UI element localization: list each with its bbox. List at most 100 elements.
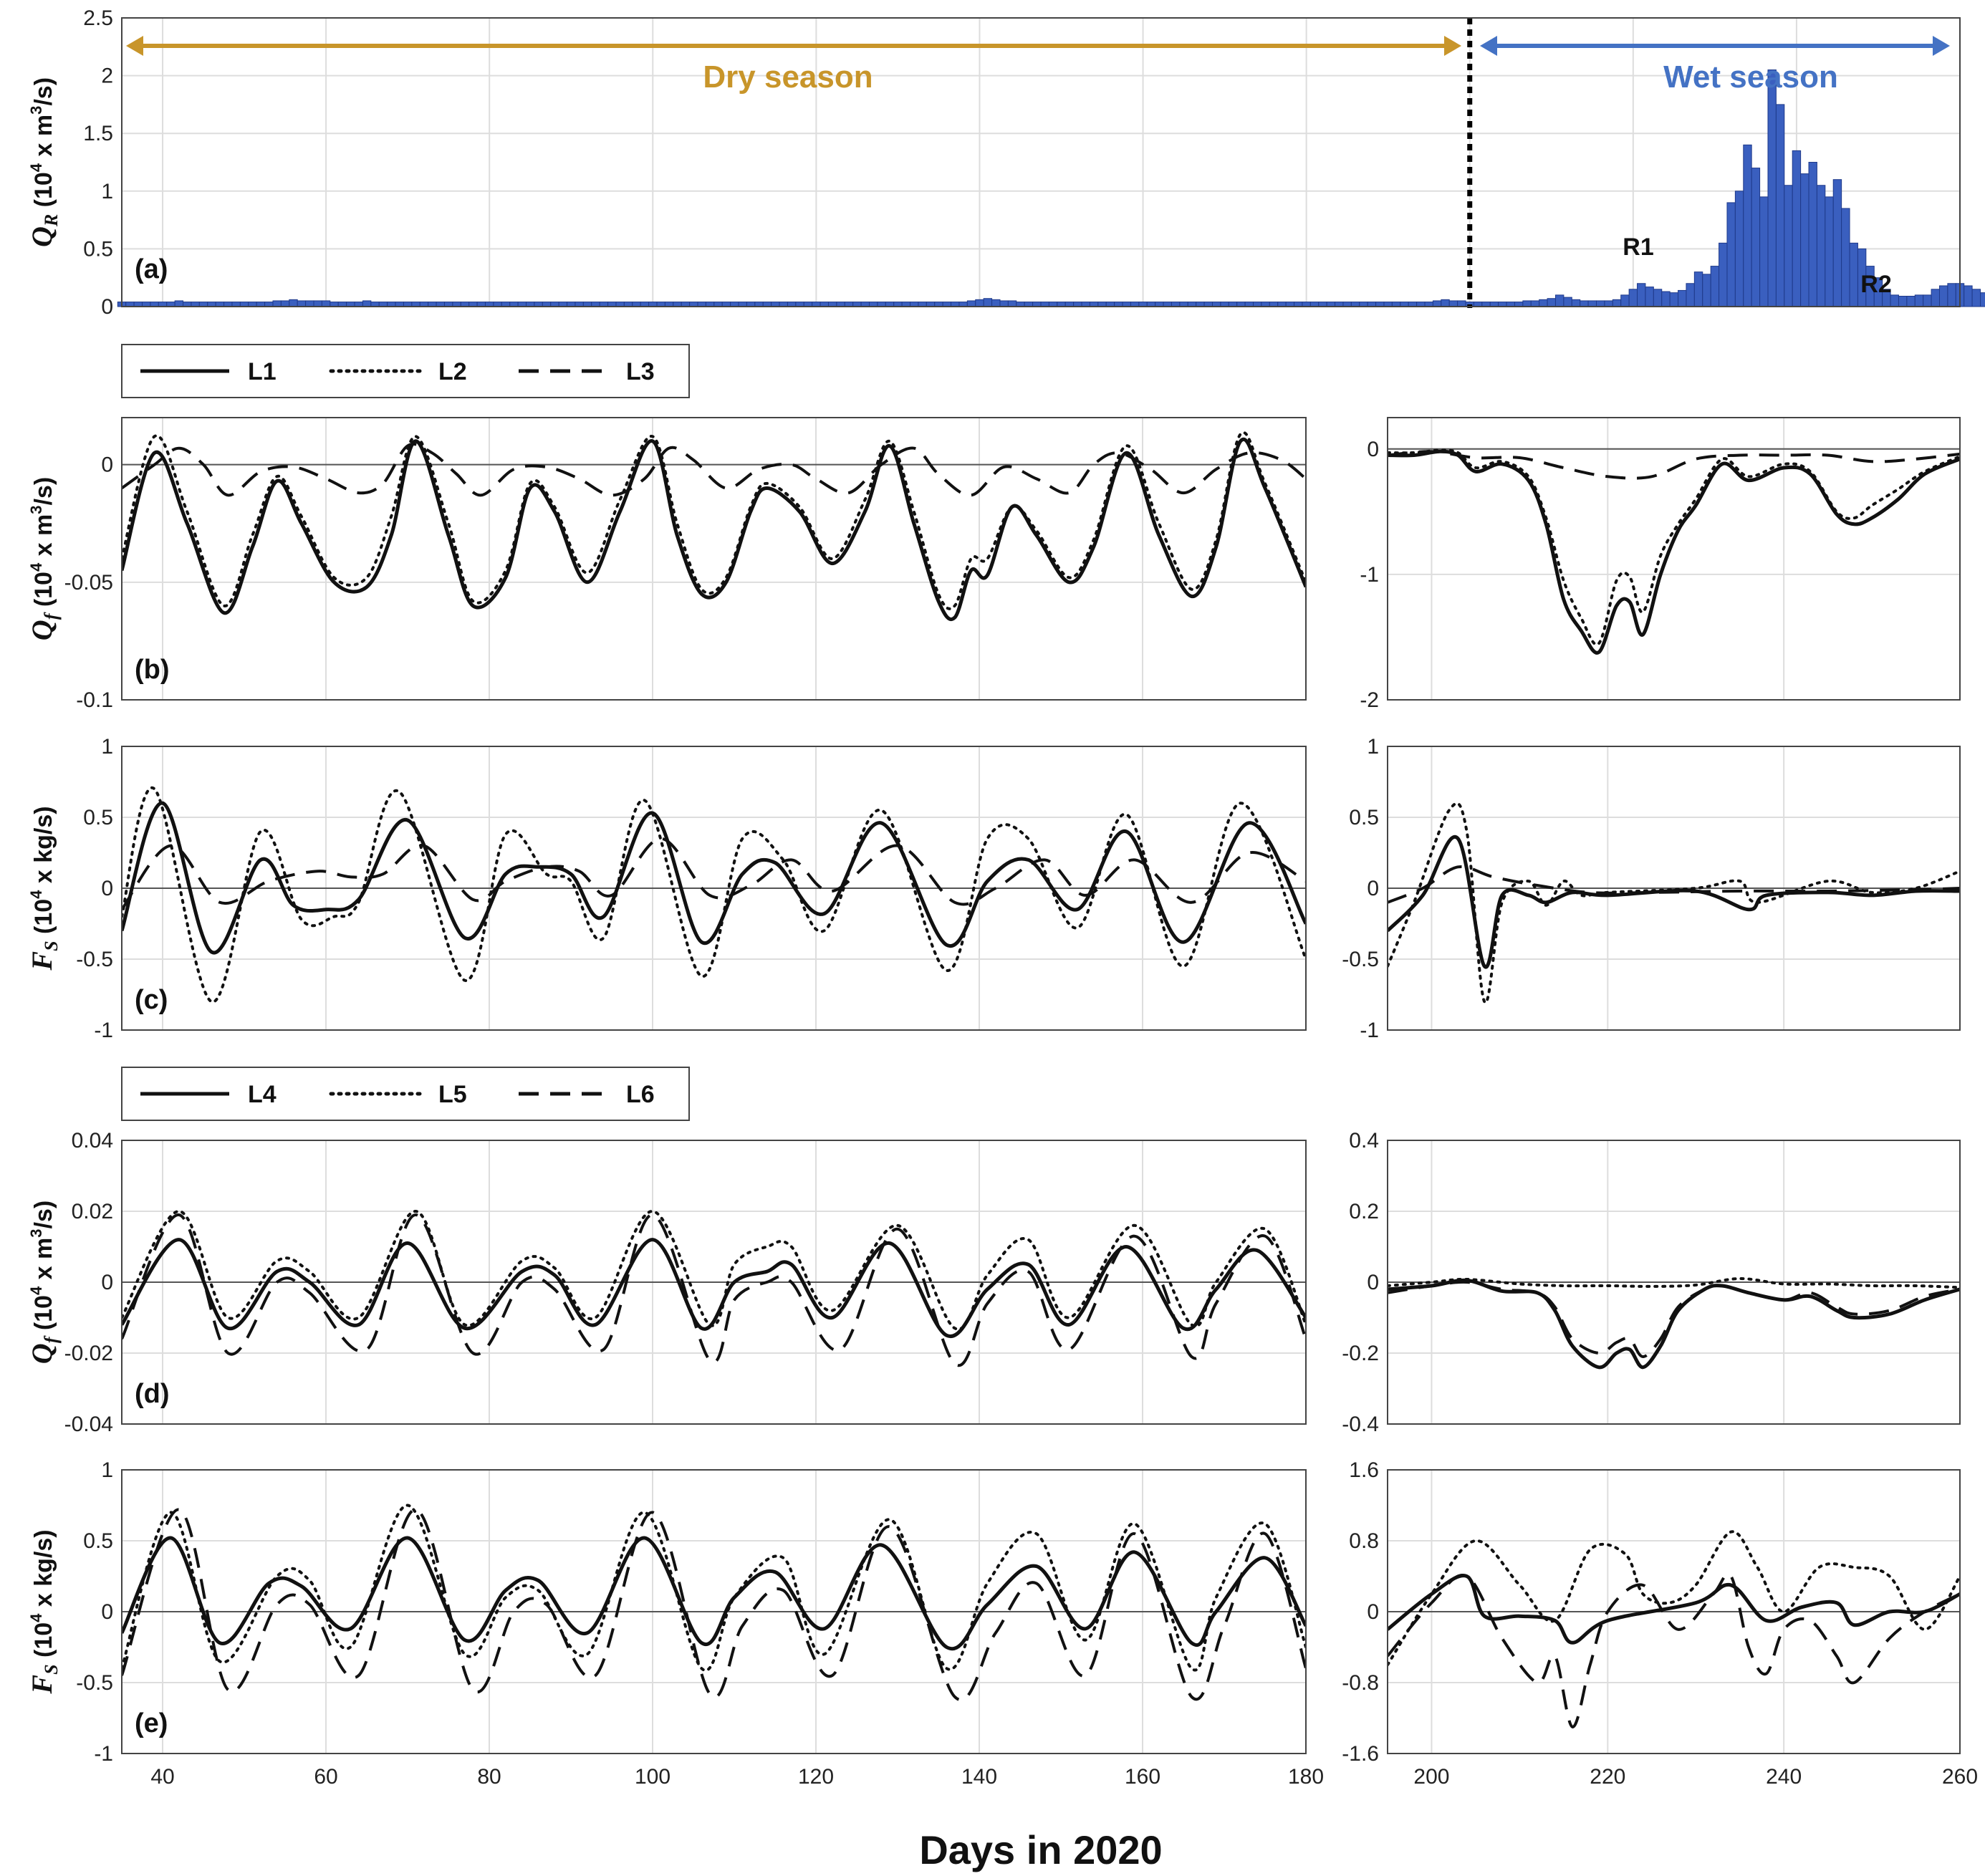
dry-season-arrow-head-left <box>126 36 143 56</box>
legBot-entry-L6: L6 <box>626 1081 655 1108</box>
bar-day-240 <box>1792 150 1802 307</box>
bar-day-229 <box>1702 274 1711 307</box>
bar-day-259 <box>1947 283 1956 307</box>
panel-d-right-ytick-label: -0.4 <box>1342 1413 1379 1436</box>
panel-b-right-frame <box>1387 417 1961 701</box>
bar-day-224 <box>1661 291 1671 307</box>
panel-a-ytick-label: 0.5 <box>83 237 113 261</box>
bar-day-261 <box>1964 285 1973 307</box>
wet-season-arrow-head-right <box>1933 36 1950 56</box>
y-label-e: FS (104 x kg/s) <box>26 1529 62 1694</box>
panel-b-right-grid <box>1388 418 1961 701</box>
bar-day-198 <box>1448 300 1458 307</box>
panel-e-left-ytick-label: -0.5 <box>76 1671 113 1695</box>
bar-day-227 <box>1686 283 1695 307</box>
bar-day-241 <box>1800 173 1809 307</box>
bar-day-220 <box>1628 289 1638 307</box>
panel-d-left-ytick-label: -0.04 <box>64 1413 113 1436</box>
panel-e-left-xtick-label: 80 <box>477 1765 501 1789</box>
panel-c-right-series-L2 <box>1388 802 1960 1004</box>
bar-day-225 <box>1669 292 1679 307</box>
panel-label-e: (e) <box>135 1708 168 1738</box>
panel-e-left-ytick-label: 0.5 <box>83 1529 113 1553</box>
bar-day-231 <box>1719 242 1728 307</box>
panel-e-left-ytick-label: 1 <box>101 1458 113 1482</box>
bar-day-239 <box>1784 185 1793 307</box>
bar-day-143 <box>999 300 1009 307</box>
bar-day-142 <box>991 299 1001 307</box>
bar-day-257 <box>1931 289 1940 307</box>
panel-e-left-ytick-label: 0 <box>101 1600 113 1624</box>
bar-day-247 <box>1849 242 1858 307</box>
bar-day-256 <box>1923 294 1932 307</box>
annotations: Dry season Wet season R1 R2 <box>126 36 1950 298</box>
panel-e-right-series-L4 <box>1388 1574 1960 1645</box>
panel-d-right-series-L6 <box>1388 1280 1960 1359</box>
panel-b-left: -0.1 -0.05 0 <box>64 417 1307 712</box>
panel-c-left-ytick-label: 1 <box>101 735 113 759</box>
panel-e-left-xtick-label: 160 <box>1125 1765 1160 1789</box>
panel-e-left-series-L6 <box>122 1508 1306 1701</box>
bar-day-199 <box>1457 300 1466 307</box>
panel-c-left-ytick-label: 0.5 <box>83 806 113 829</box>
panel-e-right-frame <box>1387 1469 1961 1754</box>
panel-d-right-series-L5 <box>1388 1276 1960 1289</box>
panel-d-right-frame <box>1387 1140 1961 1425</box>
bar-day-263 <box>1980 292 1985 307</box>
bar-day-215 <box>1587 300 1597 307</box>
legTop-entry-L3: L3 <box>626 358 655 385</box>
panel-d-left-series-L4 <box>122 1238 1306 1339</box>
panel-c-right-ytick-label: -1 <box>1360 1019 1379 1042</box>
panel-c-right-ytick-label: 0 <box>1367 877 1379 900</box>
panel-b-left-series-L3 <box>122 443 1306 497</box>
bar-day-217 <box>1604 300 1613 307</box>
bar-day-222 <box>1645 287 1654 307</box>
bar-day-234 <box>1743 144 1752 307</box>
bar-day-223 <box>1653 289 1663 307</box>
panel-d-left-series-L6 <box>122 1213 1306 1367</box>
panel-d-left-ytick-label: -0.02 <box>64 1342 113 1365</box>
panel-d-left-frame <box>121 1140 1307 1425</box>
panel-e-left-series-L4 <box>122 1536 1306 1651</box>
bar-day-253 <box>1898 295 1908 307</box>
bar-day-226 <box>1678 289 1687 307</box>
panel-e-right-ytick-label: 0.8 <box>1349 1529 1379 1553</box>
panel-c-right: -1 -0.5 0 0.5 1 <box>1342 735 1961 1042</box>
panel-c-right-ytick-label: 1 <box>1367 735 1379 759</box>
panel-b-left-series-L1 <box>122 438 1306 622</box>
bar-day-141 <box>983 298 993 307</box>
panel-e-left-xtick-label: 140 <box>961 1765 997 1789</box>
r2-label: R2 <box>1860 271 1891 298</box>
legTop-entry-L1: L1 <box>248 358 277 385</box>
bar-day-235 <box>1751 168 1761 307</box>
panel-b-right-ytick-label: 0 <box>1367 438 1379 461</box>
panel-e-right-ytick-label: 0 <box>1367 1600 1379 1624</box>
bar-day-258 <box>1938 285 1948 307</box>
panel-e-right-ytick-label: -0.8 <box>1342 1671 1379 1695</box>
bar-day-255 <box>1914 294 1924 307</box>
legend-bottom: L4 L5 L6 <box>121 1067 690 1121</box>
bar-day-196 <box>1432 300 1442 307</box>
panel-c-left-ytick-label: -1 <box>94 1019 113 1042</box>
bar-day-233 <box>1734 191 1744 307</box>
panel-a-frame <box>121 17 1961 307</box>
bar-day-252 <box>1890 294 1899 307</box>
wet-season-arrow-head-left <box>1480 36 1497 56</box>
panel-c-right-series-L3 <box>1388 865 1960 904</box>
bar-day-208 <box>1530 300 1540 307</box>
bar-day-197 <box>1441 299 1450 307</box>
bar-day-212 <box>1563 297 1572 307</box>
panel-b-right: -2 -1 0 <box>1360 417 1961 712</box>
panel-c-left-series-L2 <box>122 786 1306 1004</box>
panel-d-right-ytick-label: -0.2 <box>1342 1342 1379 1365</box>
panel-c-left-frame <box>121 746 1307 1031</box>
panel-d-right: -0.4 -0.2 0 0.2 0.4 <box>1342 1129 1961 1436</box>
panel-c-right-frame <box>1387 746 1961 1031</box>
panel-c-right-ytick-label: -0.5 <box>1342 948 1379 971</box>
panel-label-a: (a) <box>135 254 168 284</box>
bar-day-221 <box>1637 283 1646 307</box>
panel-e-right-series-L5 <box>1388 1530 1960 1667</box>
panel-e-left-xtick-label: 100 <box>635 1765 671 1789</box>
